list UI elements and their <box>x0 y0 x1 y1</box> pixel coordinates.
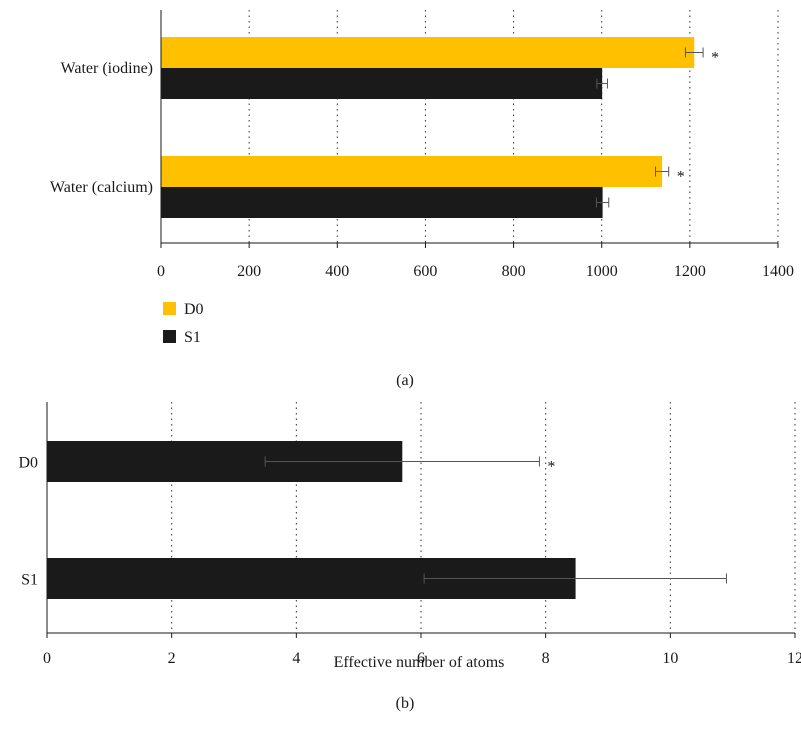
panel-b-tick-label: 4 <box>292 650 300 667</box>
panel-a-category-labels: Water (iodine) Water (calcium) <box>50 60 153 196</box>
panel-a-tick-label: 1200 <box>674 263 706 280</box>
panel-b: * 0 2 4 6 8 10 12 D0 S1 Effective number of ato… <box>18 402 801 712</box>
legend-label-d0: D0 <box>184 301 204 318</box>
panel-a-tick-label: 0 <box>157 263 165 280</box>
panel-a-error-bars <box>595 47 704 208</box>
panel-a-x-ticks: 0 200 400 600 800 1000 1200 1400 <box>157 243 794 280</box>
panel-b-category-label: S1 <box>21 572 38 589</box>
panel-b-x-ticks: 0 2 4 6 8 10 12 <box>43 633 801 667</box>
significance-marker: * <box>711 50 719 67</box>
panel-a-tick-label: 200 <box>237 263 261 280</box>
legend-label-s1: S1 <box>184 329 201 346</box>
panel-a: ** 0 200 400 600 800 1000 1200 1400 Water (iodi… <box>50 10 794 389</box>
panel-a-tick-label: 400 <box>325 263 349 280</box>
panel-a-bar <box>161 156 663 187</box>
panel-a-bar <box>161 187 603 218</box>
panel-b-tick-label: 12 <box>787 650 801 667</box>
panel-a-tick-label: 1000 <box>586 263 618 280</box>
panel-b-tick-label: 6 <box>417 650 425 667</box>
panel-b-bars <box>47 441 576 599</box>
panel-a-label: (a) <box>396 372 414 389</box>
panel-b-label: (b) <box>396 695 415 712</box>
panel-a-category-label: Water (calcium) <box>50 179 153 196</box>
panel-a-tick-label: 600 <box>413 263 437 280</box>
significance-marker: * <box>677 169 685 186</box>
panel-b-x-axis-title: Effective number of atoms <box>334 654 505 671</box>
panel-b-annotations: * <box>547 459 555 476</box>
panel-a-bars <box>161 37 695 218</box>
panel-b-category-labels: D0 S1 <box>18 455 38 589</box>
legend-swatch-s1 <box>163 330 176 343</box>
panel-b-error-bars <box>264 456 727 584</box>
panel-a-tick-label: 1400 <box>762 263 794 280</box>
panel-b-category-label: D0 <box>18 455 38 472</box>
panel-b-tick-label: 8 <box>542 650 550 667</box>
panel-a-tick-label: 800 <box>502 263 526 280</box>
panel-a-bar <box>161 37 695 68</box>
panel-a-bar <box>161 68 603 99</box>
panel-b-tick-label: 10 <box>662 650 678 667</box>
panel-a-legend: D0 S1 <box>163 301 204 346</box>
panel-a-category-label: Water (iodine) <box>61 60 153 77</box>
significance-marker: * <box>547 459 555 476</box>
panel-b-tick-label: 0 <box>43 650 51 667</box>
panel-a-annotations: ** <box>677 50 719 186</box>
panel-b-tick-label: 2 <box>168 650 176 667</box>
legend-swatch-d0 <box>163 302 176 315</box>
